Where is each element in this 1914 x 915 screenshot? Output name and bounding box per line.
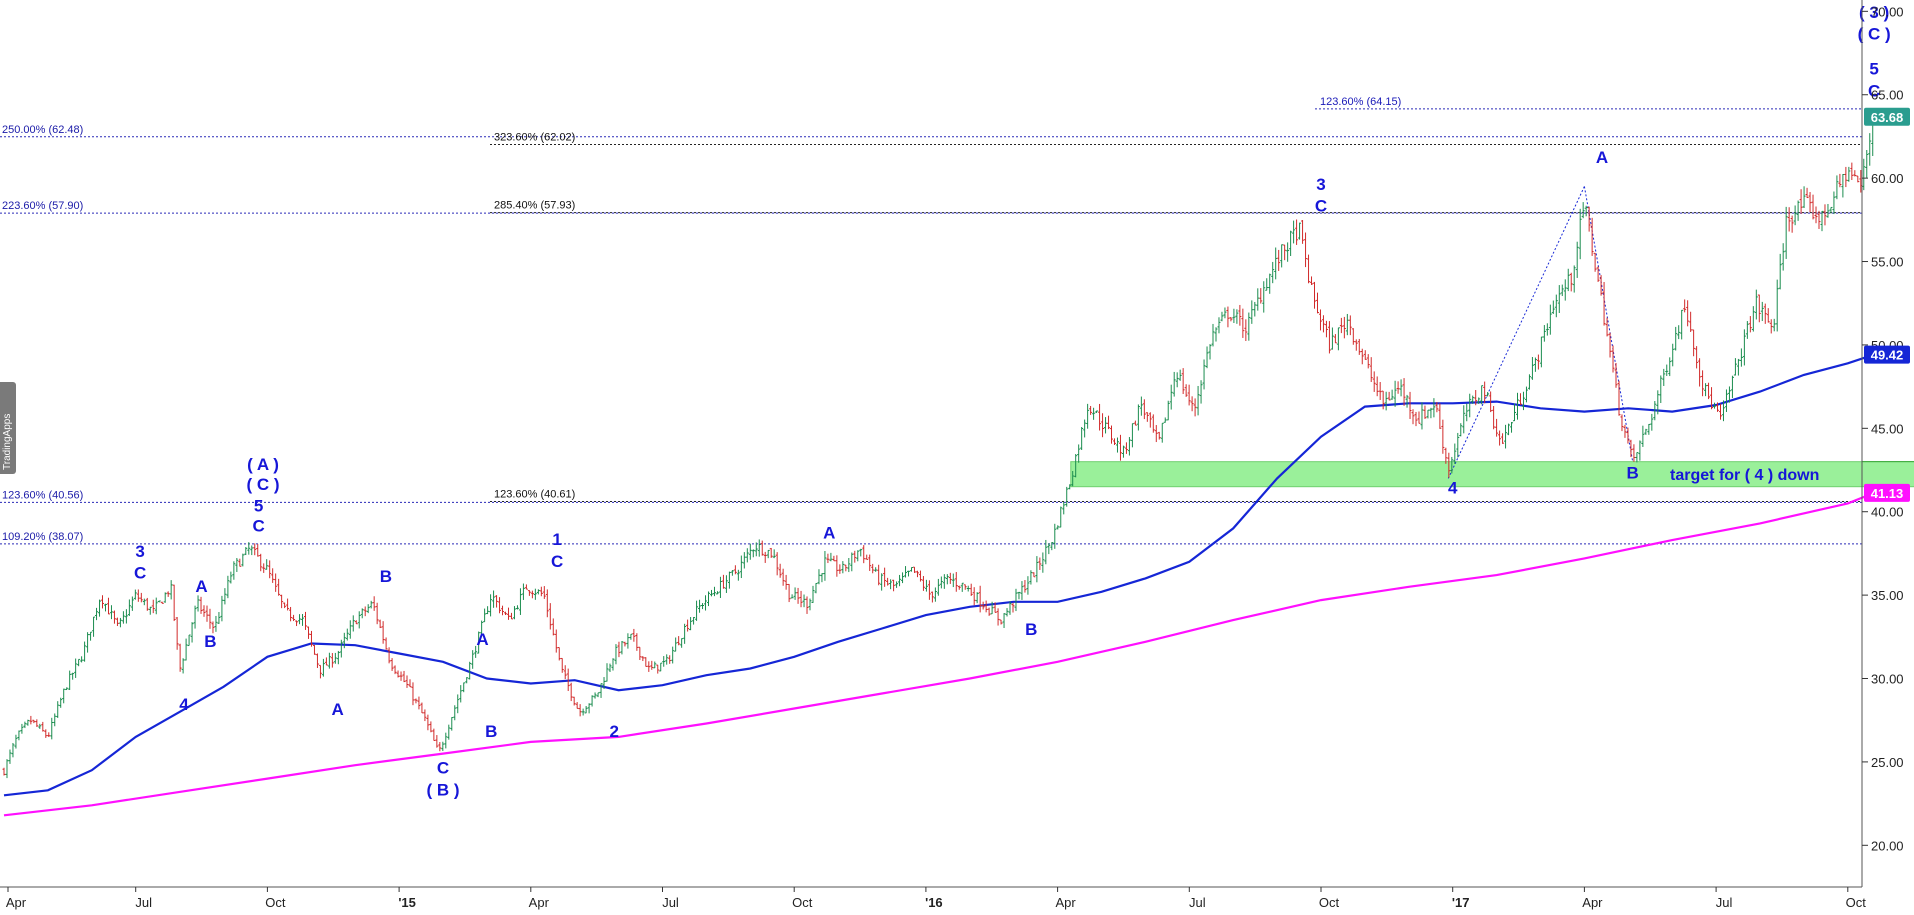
wave-label: C (551, 552, 563, 571)
wave-label: B (204, 632, 216, 651)
x-tick-label: Oct (792, 895, 813, 910)
x-tick-label: Apr (1055, 895, 1076, 910)
x-tick-label: '15 (398, 895, 416, 910)
wave-label: 5 (254, 497, 263, 516)
target-zone-label: target for ( 4 ) down (1670, 467, 1819, 484)
wave-label: 3 (135, 542, 144, 561)
wave-label: A (331, 700, 343, 719)
wave-trendline (1447, 186, 1585, 479)
y-tick-label: 40.00 (1871, 505, 1904, 520)
y-tick-label: 60.00 (1871, 171, 1904, 186)
fib-level-label: 223.60% (57.90) (2, 200, 83, 212)
wave-label: A (195, 577, 207, 596)
price-badge (1864, 345, 1910, 364)
x-tick-label: Oct (265, 895, 286, 910)
wave-label: B (1627, 463, 1639, 482)
x-tick-label: Jul (662, 895, 679, 910)
x-tick-label: Apr (6, 895, 27, 910)
x-tick-label: '16 (925, 895, 943, 910)
y-tick-label: 65.00 (1871, 88, 1904, 103)
y-tick-label: 25.00 (1871, 755, 1904, 770)
y-tick-label: 55.00 (1871, 255, 1904, 270)
price-badge-label: 49.42 (1871, 348, 1904, 363)
wave-label: A (823, 523, 835, 542)
x-tick-label: Jul (1716, 895, 1733, 910)
price-badge (1864, 107, 1910, 126)
moving-average-slow (3, 491, 1875, 817)
wave-label: ( A ) (247, 455, 279, 474)
wave-label: 4 (179, 695, 189, 714)
wave-label: 5 (1869, 60, 1878, 79)
x-tick-label: Oct (1846, 895, 1867, 910)
wave-trendline (1583, 186, 1634, 462)
y-tick-label: 30.00 (1871, 672, 1904, 687)
x-tick-label: Apr (1582, 895, 1603, 910)
wave-label: 2 (609, 722, 618, 741)
fib-level-label: 323.60% (62.02) (494, 131, 575, 143)
y-tick-label: 20.00 (1871, 838, 1904, 853)
wave-label: ( 3 ) (1859, 3, 1889, 22)
y-tick-label: 70.00 (1871, 4, 1904, 19)
wave-label: B (485, 722, 497, 741)
wave-label: 4 (1448, 478, 1458, 497)
watermark-tab: TradingApps (0, 382, 16, 474)
wave-label: C (437, 759, 449, 778)
moving-average-fast (3, 353, 1875, 797)
wave-label: ( C ) (246, 475, 279, 494)
wave-label: C (134, 563, 146, 582)
x-tick-label: Oct (1319, 895, 1340, 910)
fib-level-label: 123.60% (64.15) (1320, 96, 1401, 108)
x-tick-label: Apr (529, 895, 550, 910)
fib-level-label: 123.60% (40.56) (2, 489, 83, 501)
wave-label: 1 (552, 530, 561, 549)
fib-level-label: 250.00% (62.48) (2, 124, 83, 136)
wave-label: B (380, 567, 392, 586)
wave-label: A (1596, 148, 1608, 167)
target-zone-box (1070, 461, 1914, 488)
price-badge-label: 63.68 (1871, 110, 1904, 125)
wave-label: C (252, 517, 264, 536)
fib-level-label: 123.60% (40.61) (494, 489, 575, 501)
x-tick-label: Jul (135, 895, 152, 910)
wave-label: C (1315, 196, 1327, 215)
fib-level-label: 109.20% (38.07) (2, 531, 83, 543)
wave-label: 3 (1316, 175, 1325, 194)
wave-label: ( C ) (1858, 25, 1891, 44)
x-tick-label: Jul (1189, 895, 1206, 910)
price-badge-label: 41.13 (1871, 486, 1904, 501)
wave-label: A (476, 630, 488, 649)
x-tick-label: '17 (1452, 895, 1470, 910)
wave-label: ( B ) (426, 780, 459, 799)
wave-label: B (1025, 620, 1037, 639)
wave-label: C (1868, 81, 1880, 100)
y-tick-label: 45.00 (1871, 421, 1904, 436)
price-badge (1864, 483, 1910, 502)
y-tick-label: 35.00 (1871, 588, 1904, 603)
fib-level-label: 285.40% (57.93) (494, 200, 575, 212)
